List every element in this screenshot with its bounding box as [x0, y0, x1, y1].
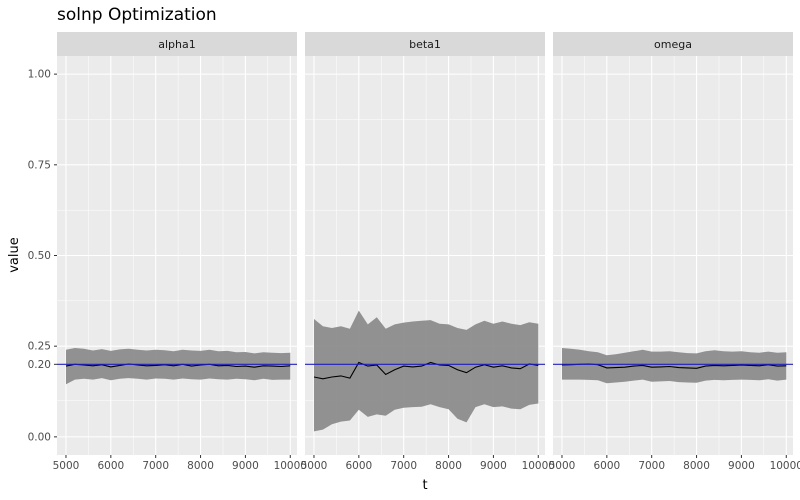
y-tick-label: 0.00 [28, 431, 51, 443]
mean-line [561, 363, 787, 369]
x-tick-label: 5000 [53, 460, 80, 472]
x-tick-label: 7000 [638, 460, 665, 472]
facet-strip [305, 32, 545, 56]
y-tick-label: 0.50 [28, 250, 51, 262]
x-tick-label: 7000 [142, 460, 169, 472]
y-tick-label: 1.00 [28, 69, 51, 81]
x-tick-label: 8000 [435, 460, 462, 472]
confidence-band [562, 348, 787, 384]
facet-panel-beta1: beta1 5000 6000 7000 8000 9000 10000 [301, 32, 555, 472]
x-tick-label: 8000 [187, 460, 214, 472]
x-tick-label: 7000 [390, 460, 417, 472]
x-tick-label: 10000 [770, 460, 800, 472]
panels: alpha1 5000 6000 7000 8000 9000 10000 beta1 5000… [53, 32, 800, 472]
x-tick-label: 6000 [345, 460, 372, 472]
facet-strip [553, 32, 793, 56]
chart-title: solnp Optimization [57, 5, 217, 25]
x-tick-label: 5000 [301, 460, 328, 472]
x-tick-label: 5000 [549, 460, 576, 472]
x-tick-label: 9000 [232, 460, 259, 472]
x-tick-label: 10000 [274, 460, 307, 472]
x-tick-label: 6000 [97, 460, 124, 472]
facet-panel-omega: omega 5000 6000 7000 8000 9000 10000 [549, 32, 800, 472]
mean-line [65, 363, 291, 368]
x-tick-label: 8000 [683, 460, 710, 472]
y-axis-title: value [7, 237, 22, 273]
confidence-band [314, 310, 539, 432]
y-tick-label: 0.25 [28, 341, 51, 353]
facet-strip [57, 32, 297, 56]
x-tick-label: 6000 [593, 460, 620, 472]
facet-strip-label: omega [654, 38, 692, 51]
facet-panel-alpha1: alpha1 5000 6000 7000 8000 9000 10000 [53, 32, 307, 472]
x-tick-label: 10000 [522, 460, 555, 472]
y-axis: 0.00 0.20 0.25 0.50 0.75 1.00 [28, 69, 57, 443]
x-axis-title: t [422, 478, 427, 493]
x-tick-label: 9000 [728, 460, 755, 472]
confidence-band [66, 348, 291, 385]
y-tick-label: 0.20 [28, 359, 51, 371]
facet-strip-label: beta1 [409, 38, 441, 51]
x-tick-label: 9000 [480, 460, 507, 472]
y-tick-label: 0.75 [28, 159, 51, 171]
facet-strip-label: alpha1 [158, 38, 196, 51]
